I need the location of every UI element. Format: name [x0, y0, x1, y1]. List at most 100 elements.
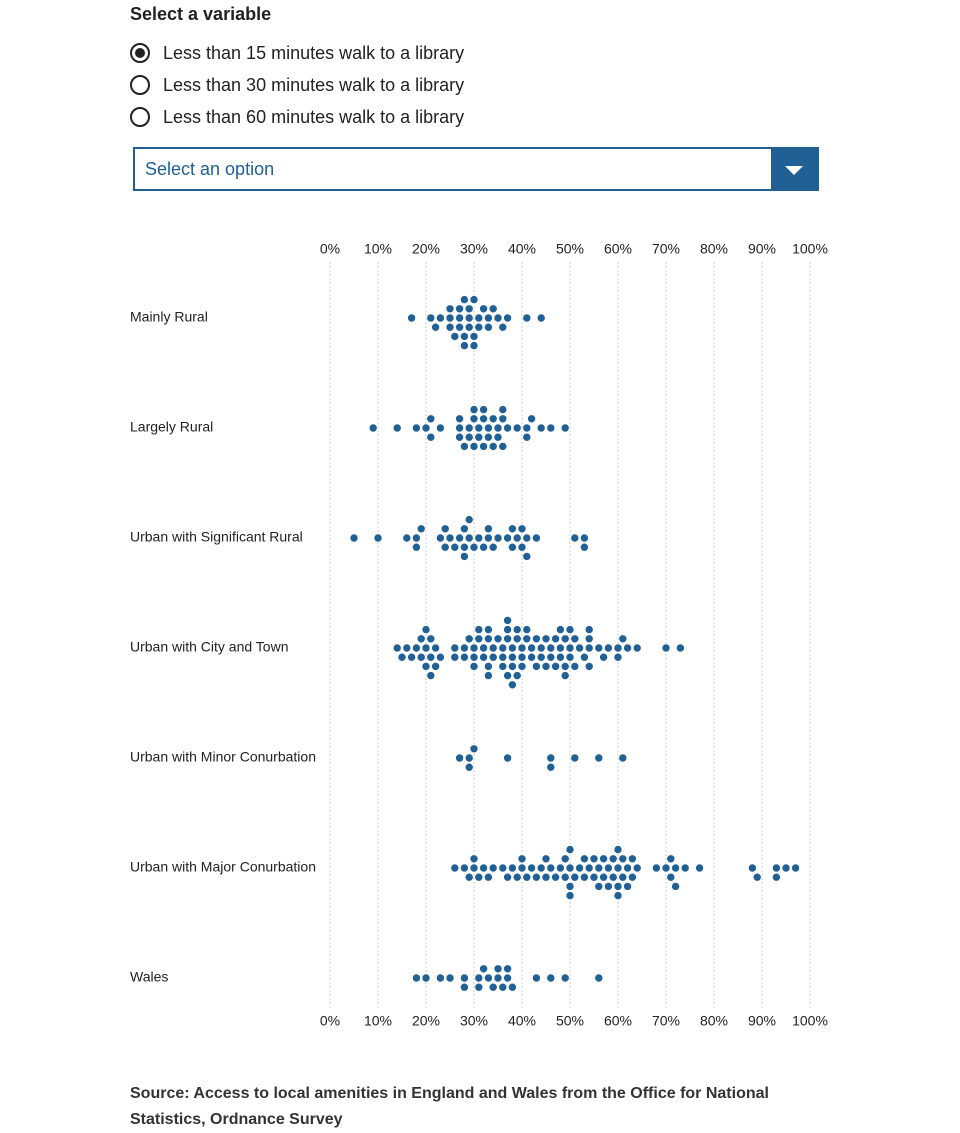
dot [503, 625, 512, 634]
dot [484, 423, 493, 433]
dot [445, 533, 455, 543]
dot [522, 533, 532, 543]
dot [599, 872, 608, 882]
dot [556, 863, 565, 873]
dot [493, 423, 503, 433]
dot [613, 652, 623, 662]
dot [479, 652, 488, 662]
dot [613, 891, 623, 900]
dot [503, 634, 512, 644]
dot [498, 863, 508, 873]
dot [661, 863, 671, 873]
dot [455, 414, 464, 424]
dot [652, 863, 661, 873]
dot [493, 634, 503, 644]
dot [522, 423, 532, 433]
dot [469, 295, 479, 304]
dot [522, 313, 532, 323]
dot [632, 643, 642, 653]
dot [604, 643, 613, 653]
dot [604, 863, 613, 873]
dot [584, 625, 594, 634]
dot [517, 662, 527, 671]
dot [503, 313, 512, 323]
dot [474, 322, 484, 332]
dot [532, 662, 541, 671]
dot [445, 322, 455, 332]
dot [488, 414, 498, 424]
dot [565, 845, 575, 854]
dropdown[interactable]: Select an option [133, 147, 819, 191]
dot [455, 322, 464, 332]
radio-option[interactable]: Less than 30 minutes walk to a library [130, 73, 464, 97]
dot [412, 533, 421, 543]
dot [546, 863, 556, 873]
dot [479, 863, 488, 873]
dot [474, 533, 484, 543]
source: Source: Access to local amenities in Eng… [130, 1085, 769, 1128]
dot [498, 982, 508, 992]
dot [426, 652, 436, 662]
dot [407, 313, 416, 323]
x-tick-label: 70% [652, 241, 680, 257]
dot [426, 313, 436, 323]
dot [536, 863, 546, 873]
dot [460, 643, 469, 653]
dot [498, 643, 508, 653]
dot [628, 854, 637, 864]
dot [772, 872, 781, 882]
dot [503, 872, 512, 882]
dot [498, 414, 508, 424]
dot [565, 882, 575, 891]
dot [455, 533, 464, 543]
radio-option[interactable]: Less than 15 minutes walk to a library [130, 41, 464, 65]
x-tick-label: 40% [508, 241, 536, 257]
dot [512, 671, 522, 680]
dot [469, 854, 479, 864]
dot [402, 643, 412, 653]
dot [503, 753, 512, 763]
dot [498, 405, 508, 414]
dot [546, 973, 556, 983]
dot [412, 973, 421, 983]
dot [565, 863, 575, 873]
dot [517, 652, 527, 662]
dot [498, 652, 508, 662]
x-tick-label: 10% [364, 1013, 392, 1029]
dot [412, 542, 421, 552]
dot [498, 442, 508, 451]
dot [479, 964, 488, 974]
dropdown-button[interactable] [771, 149, 817, 189]
dot [474, 872, 484, 882]
dot [584, 643, 594, 653]
dot [589, 872, 599, 882]
dot [460, 973, 469, 983]
dot [488, 442, 498, 451]
radio-button[interactable] [130, 43, 150, 63]
radio-button[interactable] [130, 75, 150, 95]
dot [484, 313, 493, 323]
dot [666, 872, 676, 882]
dot [503, 964, 512, 974]
dot [474, 313, 484, 323]
dot [599, 854, 608, 864]
dot [632, 863, 642, 873]
dot [666, 854, 676, 864]
dot [397, 652, 407, 662]
dot [349, 533, 359, 543]
dot [479, 304, 488, 314]
category-label: Largely Rural [130, 419, 213, 435]
dot [584, 863, 594, 873]
dot [469, 643, 479, 653]
dot [503, 533, 512, 543]
radio-button[interactable] [130, 107, 150, 127]
dot [426, 414, 436, 424]
dot [680, 863, 690, 873]
dot [464, 753, 474, 763]
radio-option[interactable]: Less than 60 minutes walk to a library [130, 105, 464, 129]
dot [474, 625, 484, 634]
dot [503, 671, 512, 680]
dot [402, 533, 412, 543]
dot [469, 341, 479, 350]
